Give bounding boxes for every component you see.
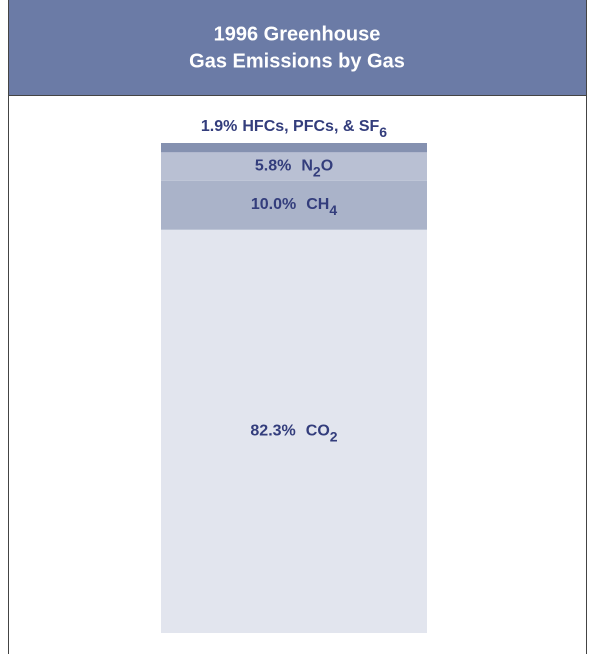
segment-label: 1.9% HFCs, PFCs, & SF6	[201, 118, 387, 139]
series-name: N2O	[301, 158, 333, 179]
value-label: 10.0%	[251, 196, 296, 213]
segment-label: 82.3% CO2	[250, 423, 337, 444]
value-label: 1.9%	[201, 118, 237, 135]
chart-title: Gas Emissions by Gas	[189, 50, 405, 72]
series-name: CO2	[306, 423, 338, 444]
bar-segment	[161, 152, 427, 181]
value-label: 82.3%	[250, 423, 295, 440]
chart-title: 1996 Greenhouse	[214, 23, 381, 45]
segment-label: 5.8% N2O	[255, 158, 333, 179]
header-band	[8, 0, 587, 95]
series-name: CH4	[306, 196, 337, 217]
series-name: HFCs, PFCs, & SF6	[242, 118, 387, 139]
segment-label: 10.0% CH4	[251, 196, 337, 217]
bar-segment	[161, 180, 427, 230]
bar-segment	[161, 229, 427, 634]
bar-segment	[161, 143, 427, 153]
value-label: 5.8%	[255, 158, 291, 175]
